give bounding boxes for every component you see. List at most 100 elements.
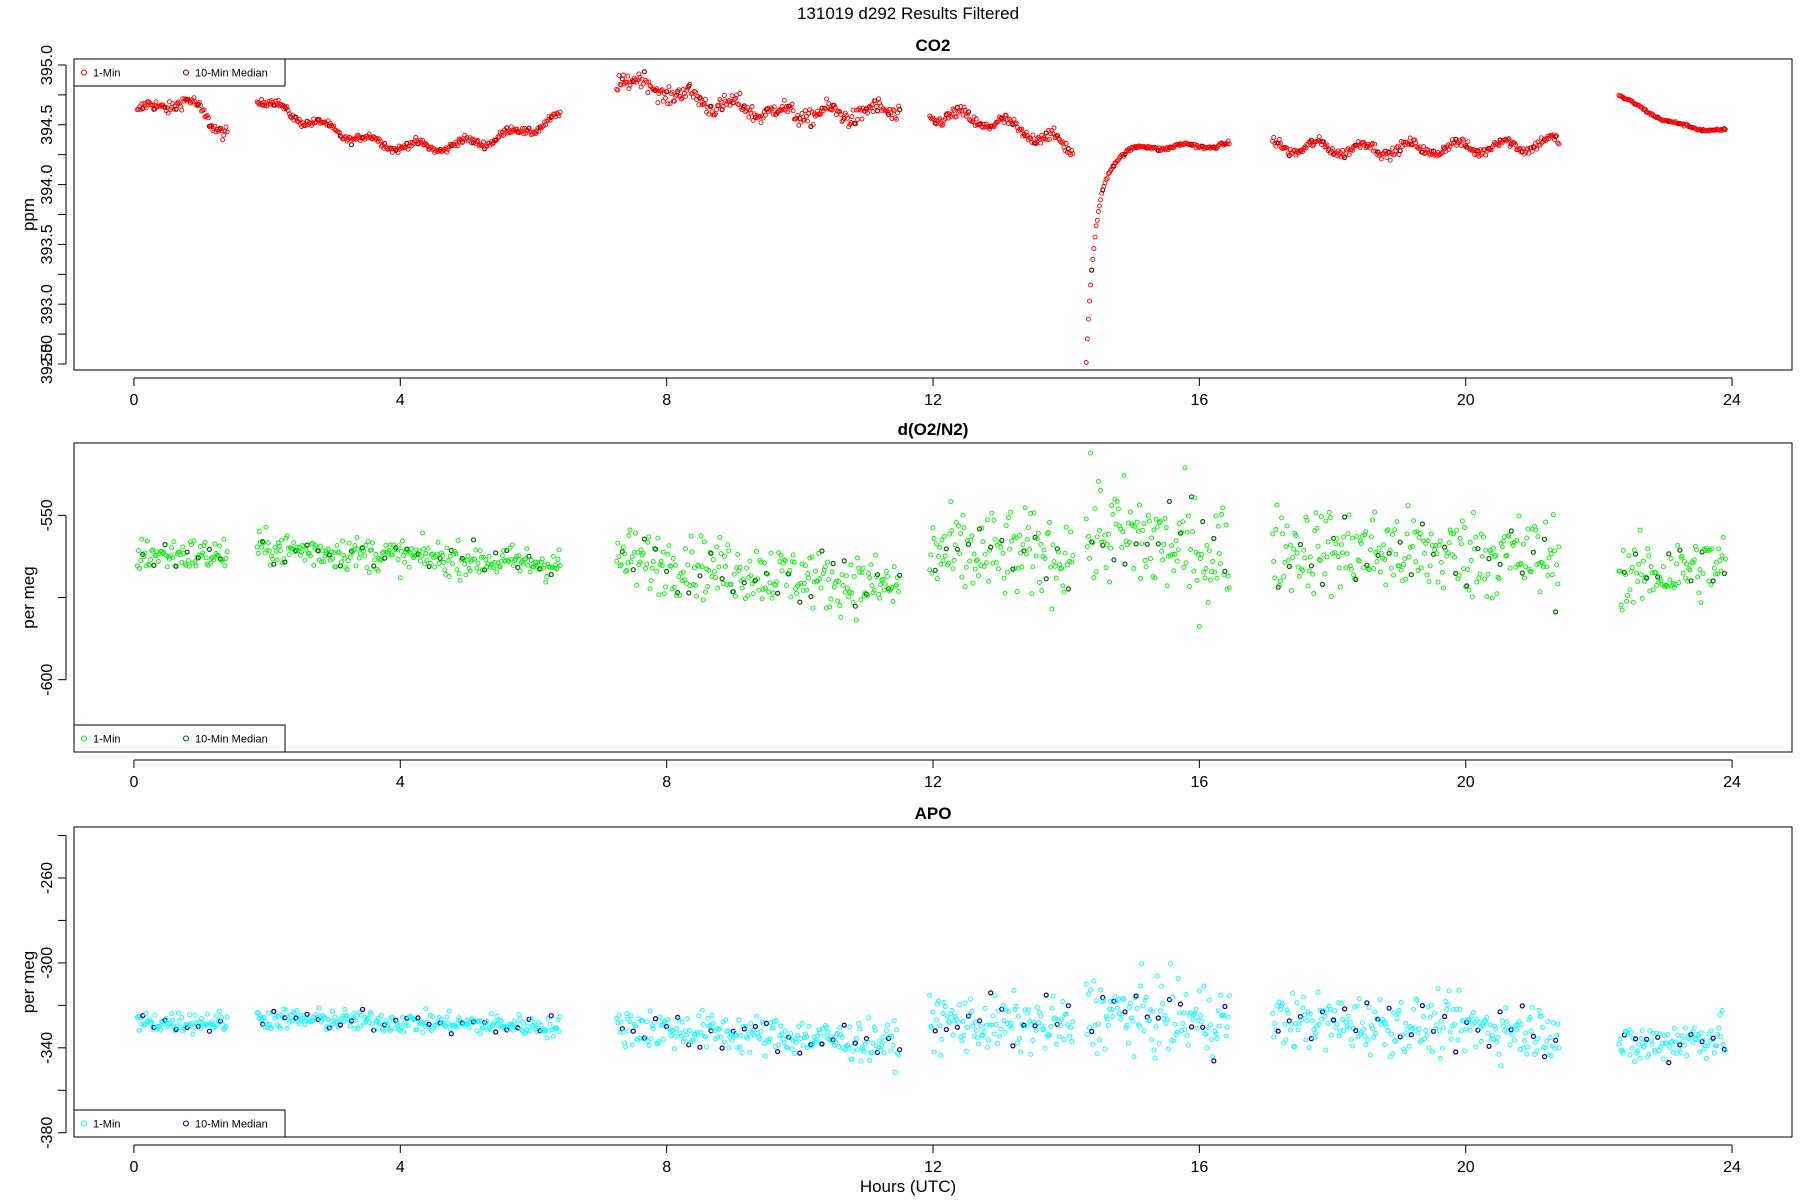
- one-min-point: [1116, 523, 1122, 529]
- one-min-point: [1403, 576, 1409, 582]
- one-min-point: [536, 128, 542, 134]
- median-point: [1111, 163, 1117, 169]
- one-min-point: [336, 549, 342, 555]
- one-min-point: [171, 539, 177, 545]
- one-min-point: [1370, 1026, 1375, 1032]
- median-point: [184, 1024, 190, 1031]
- one-min-point: [1406, 554, 1412, 560]
- one-min-point: [387, 1027, 393, 1033]
- one-min-point: [731, 96, 737, 102]
- one-min-point: [776, 550, 782, 556]
- one-min-point: [676, 1016, 682, 1022]
- one-min-point: [1481, 1023, 1486, 1029]
- median-point: [965, 1013, 972, 1019]
- one-min-point: [684, 87, 690, 93]
- one-min-point: [464, 1017, 470, 1023]
- median-point: [195, 555, 201, 561]
- one-min-point: [352, 543, 358, 549]
- one-min-point: [1708, 1028, 1714, 1034]
- one-min-point: [211, 557, 217, 563]
- one-min-point: [1381, 1020, 1387, 1025]
- median-point: [493, 550, 499, 556]
- one-min-point: [723, 1017, 728, 1023]
- one-min-point: [1091, 978, 1097, 984]
- one-min-point: [1365, 1037, 1371, 1043]
- median-point: [1475, 546, 1481, 552]
- legend-median-marker: [182, 1120, 190, 1127]
- one-min-point: [1152, 575, 1158, 581]
- one-min-point: [1417, 144, 1423, 150]
- median-point: [493, 1029, 499, 1035]
- one-min-point: [265, 101, 271, 107]
- one-min-point: [1279, 515, 1284, 521]
- one-min-point: [433, 148, 439, 154]
- median-point: [1297, 1013, 1304, 1020]
- legend-box: [73, 724, 286, 753]
- one-min-point: [1483, 547, 1489, 553]
- one-min-point: [1085, 534, 1091, 539]
- one-min-point: [1154, 524, 1160, 530]
- one-min-point: [774, 579, 779, 585]
- one-min-point: [694, 593, 700, 599]
- one-min-point: [1107, 579, 1112, 585]
- one-min-point: [306, 550, 312, 556]
- one-min-point: [976, 1041, 981, 1047]
- one-min-point: [395, 557, 401, 562]
- one-min-point: [1041, 547, 1047, 553]
- one-min-point: [1504, 552, 1510, 558]
- one-min-point: [769, 595, 775, 601]
- one-min-point: [1280, 531, 1286, 537]
- median-point: [663, 1023, 670, 1030]
- one-min-point: [1447, 527, 1453, 533]
- one-min-point: [1307, 1011, 1313, 1017]
- one-min-point: [1006, 1009, 1011, 1015]
- one-min-point: [816, 550, 822, 556]
- one-min-point: [1639, 595, 1645, 601]
- one-min-point: [1457, 1007, 1463, 1012]
- median-point: [1655, 1034, 1661, 1040]
- one-min-point: [1446, 988, 1452, 994]
- one-min-point: [320, 548, 326, 554]
- one-min-point: [822, 106, 828, 112]
- one-min-point: [430, 1014, 435, 1020]
- one-min-point: [484, 1019, 490, 1024]
- median-point: [1486, 1043, 1492, 1049]
- one-min-point: [1226, 585, 1232, 591]
- one-min-point: [1335, 1000, 1341, 1006]
- one-min-point: [800, 588, 806, 594]
- one-min-point: [1520, 146, 1526, 152]
- one-min-point: [1055, 1017, 1061, 1023]
- median-point: [719, 1045, 725, 1051]
- median-point: [1441, 1013, 1448, 1020]
- one-min-point: [1126, 1005, 1132, 1010]
- one-min-point: [624, 1011, 630, 1016]
- one-min-point: [216, 543, 222, 549]
- one-min-point: [1691, 1025, 1697, 1031]
- one-min-point: [1289, 588, 1294, 594]
- one-min-point: [939, 1036, 945, 1042]
- one-min-point: [1528, 569, 1534, 575]
- one-min-point: [1293, 1021, 1299, 1027]
- one-min-point: [1290, 990, 1296, 996]
- one-min-point: [1462, 1048, 1468, 1054]
- one-min-point: [744, 108, 750, 114]
- one-min-point: [1424, 146, 1430, 152]
- one-min-point: [1150, 574, 1156, 580]
- one-min-point: [877, 1038, 883, 1044]
- one-min-point: [862, 1041, 868, 1047]
- one-min-point: [770, 590, 776, 596]
- one-min-point: [1062, 550, 1068, 556]
- one-min-point: [866, 571, 872, 576]
- one-min-point: [1034, 1005, 1040, 1010]
- one-min-point: [475, 1018, 481, 1024]
- median-point: [852, 1040, 858, 1046]
- one-min-point: [1088, 987, 1094, 993]
- one-min-point: [989, 510, 995, 516]
- one-min-point: [557, 563, 563, 568]
- one-min-point: [957, 108, 963, 114]
- one-min-point: [211, 126, 217, 132]
- co2-points: [134, 69, 1728, 365]
- one-min-point: [1395, 143, 1401, 149]
- one-min-point: [494, 569, 500, 575]
